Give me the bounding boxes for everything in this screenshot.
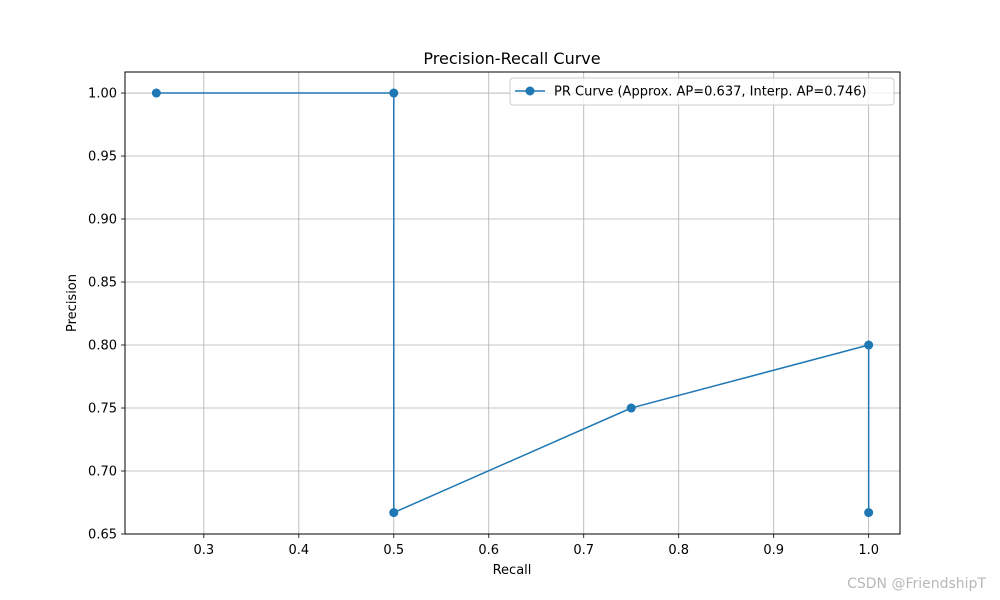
y-tick-label: 0.90 — [88, 213, 117, 228]
y-tick-label: 0.95 — [88, 150, 117, 165]
series-line — [156, 92, 870, 514]
x-tick-label: 0.3 — [193, 543, 214, 558]
data-point-marker — [151, 88, 161, 98]
data-point-marker — [389, 88, 399, 98]
y-axis-label: Precision — [65, 274, 80, 332]
y-tick-label: 0.85 — [88, 276, 117, 291]
y-tick-label: 0.65 — [88, 528, 117, 543]
y-axis-ticks: 0.65 0.70 0.75 0.80 0.85 0.90 0.95 1.00 — [88, 87, 125, 543]
x-tick-label: 0.4 — [288, 543, 309, 558]
x-tick-label: 0.6 — [478, 543, 499, 558]
legend: PR Curve (Approx. AP=0.637, Interp. AP=0… — [509, 77, 895, 106]
chart-title: Precision-Recall Curve — [423, 49, 600, 68]
x-tick-label: 1.0 — [858, 543, 879, 558]
legend-entry-label: PR Curve (Approx. AP=0.637, Interp. AP=0… — [554, 85, 867, 100]
plot-frame — [124, 71, 901, 535]
x-tick-label: 0.7 — [573, 543, 594, 558]
legend-box — [509, 77, 895, 106]
y-tick-label: 0.75 — [88, 402, 117, 417]
x-tick-label: 0.5 — [383, 543, 404, 558]
y-tick-label: 1.00 — [88, 87, 117, 102]
y-tick-label: 0.80 — [88, 339, 117, 354]
series-layer — [151, 88, 874, 518]
grid-lines — [125, 72, 900, 535]
y-tick-label: 0.70 — [88, 465, 117, 480]
data-point-marker — [626, 403, 636, 413]
legend-marker-swatch — [525, 86, 535, 96]
x-axis-ticks: 0.3 0.4 0.5 0.6 0.7 0.8 0.9 1.0 — [193, 534, 879, 558]
data-point-marker — [864, 508, 874, 518]
watermark: CSDN @FriendshipT — [847, 576, 986, 592]
data-point-marker — [864, 340, 874, 350]
x-axis-label: Recall — [493, 563, 532, 578]
x-tick-label: 0.8 — [668, 543, 689, 558]
data-point-marker — [389, 508, 399, 518]
x-tick-label: 0.9 — [763, 543, 784, 558]
